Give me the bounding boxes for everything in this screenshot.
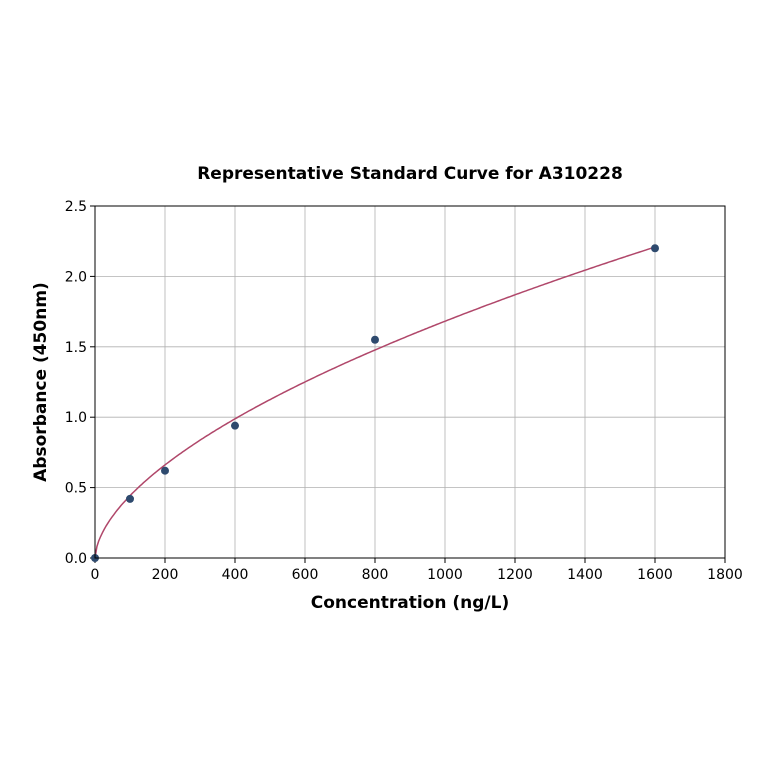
- y-tick-label: 1.0: [65, 410, 87, 426]
- data-point: [651, 244, 659, 253]
- x-tick-label: 1200: [497, 567, 533, 583]
- y-tick-label: 2.0: [65, 269, 87, 285]
- x-tick-label: 1400: [567, 567, 603, 583]
- data-point: [126, 494, 134, 503]
- x-tick-label: 1800: [707, 567, 743, 583]
- data-point: [161, 466, 169, 475]
- y-axis-label: Absorbance (450nm): [31, 282, 51, 482]
- x-tick-label: 600: [292, 567, 319, 583]
- plot-frame: [94, 205, 726, 559]
- y-tick-label: 1.5: [65, 340, 87, 356]
- x-axis-label: Concentration (ng/L): [311, 593, 509, 613]
- x-tick-label: 800: [362, 567, 389, 583]
- data-point: [231, 421, 239, 430]
- x-tick-label: 200: [152, 567, 179, 583]
- x-tick-label: 1600: [637, 567, 673, 583]
- x-tick-label: 0: [91, 567, 100, 583]
- y-tick-label: 0.5: [65, 481, 87, 497]
- x-tick-label: 400: [222, 567, 249, 583]
- data-point: [371, 335, 379, 344]
- y-tick-label: 2.5: [65, 199, 87, 215]
- chart-title: Representative Standard Curve for A31022…: [197, 164, 623, 184]
- x-tick-label: 1000: [427, 567, 463, 583]
- fit-curve: [94, 246, 656, 559]
- y-tick-label: 0.0: [65, 551, 87, 567]
